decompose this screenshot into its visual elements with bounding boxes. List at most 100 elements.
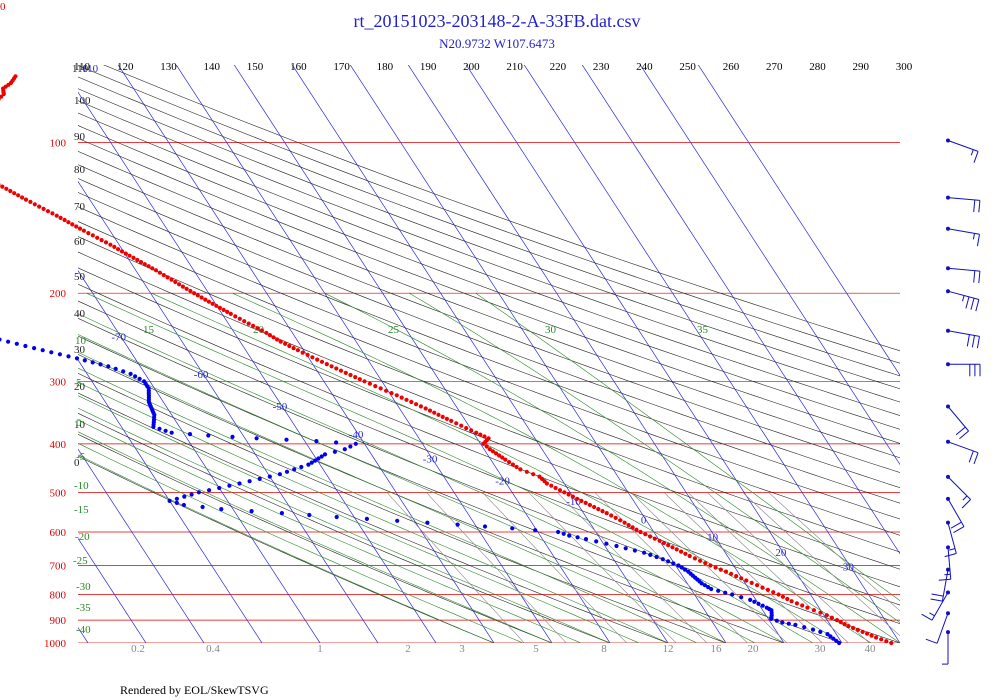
- temperature-profile-point: [153, 268, 159, 273]
- temperature-profile-point: [583, 500, 588, 505]
- wind-barb-flag: [970, 298, 975, 310]
- wind-barb-shaft: [947, 547, 952, 580]
- dewpoint-profile-point: [825, 632, 830, 637]
- temperature-profile-point: [418, 404, 423, 409]
- temperature-profile-point: [0, 94, 4, 99]
- wind-barb-flag: [930, 598, 943, 602]
- temperature-profile-point: [698, 558, 703, 563]
- moist-adiabat-label: -10: [74, 480, 89, 492]
- dewpoint-profile-point: [818, 629, 823, 635]
- dry-adiabat-label: 90: [74, 131, 86, 143]
- wind-barb: [946, 138, 979, 163]
- temperature-profile-point: [338, 368, 344, 373]
- temperature-profile-point: [150, 266, 155, 271]
- pressure-tick-label: 200: [50, 288, 67, 300]
- wind-barb: [946, 226, 980, 247]
- temperature-profile-point: [490, 449, 495, 454]
- dewpoint-profile-point: [676, 563, 681, 568]
- temperature-profile-point: [524, 469, 529, 474]
- temperature-profile-point: [570, 494, 576, 499]
- temperature-profile-point: [271, 335, 276, 340]
- top-axis-tick-label: 180: [377, 61, 394, 73]
- moist-adiabat-label: -35: [76, 602, 91, 614]
- dry-adiabat-line: [78, 125, 900, 430]
- dewpoint-profile-point: [113, 366, 118, 371]
- chart-subtitle: N20.9732 W107.6473: [439, 36, 555, 51]
- wind-barb-flag: [921, 613, 933, 621]
- temperature-profile-point: [394, 393, 399, 398]
- moist-adiabat-line: [78, 367, 698, 643]
- mixing-ratio-label: 20: [748, 643, 760, 655]
- wind-barb: [942, 630, 950, 665]
- moist-adiabat-line: [78, 419, 582, 643]
- temperature-profile-point: [423, 406, 428, 411]
- dewpoint-profile-point: [455, 522, 460, 527]
- temperature-profile-point: [90, 233, 95, 238]
- mixing-ratio-label: 30: [815, 643, 827, 655]
- dewpoint-profile-point: [395, 518, 400, 523]
- temperature-profile-point: [315, 357, 320, 362]
- temperature-profile-point: [255, 326, 260, 331]
- temperature-profile-point: [579, 498, 584, 503]
- dewpoint-profile-point: [834, 638, 839, 643]
- temperature-profile-point: [54, 213, 59, 218]
- temperature-profile-point: [500, 455, 505, 460]
- dry-adiabat-label: 100: [74, 95, 91, 107]
- wind-barb-flag: [973, 151, 979, 163]
- wind-barb-flag: [961, 499, 971, 509]
- temperature-profile-point: [592, 504, 597, 510]
- temperature-profile-point: [613, 515, 618, 521]
- wind-barb-half-flag: [972, 233, 975, 240]
- temperature-profile-point: [800, 603, 805, 608]
- dewpoint-profile-point: [0, 337, 2, 342]
- isotherm-line: [78, 448, 205, 643]
- mixing-ratio-line: [482, 492, 627, 643]
- dewpoint-profile-point: [163, 428, 168, 433]
- temperature-profile-point: [221, 307, 226, 312]
- dry-adiabat-line: [78, 251, 900, 570]
- dewpoint-profile-point: [810, 627, 816, 632]
- temperature-profile-point: [478, 432, 483, 437]
- isotherm-line: [233, 65, 611, 643]
- temperature-profile: [0, 74, 894, 646]
- moist-adiabat-line: [78, 352, 727, 643]
- dewpoint-profile-point: [334, 440, 339, 445]
- temperature-profile-point: [116, 247, 121, 252]
- temperature-profile-point: [275, 337, 280, 342]
- isotherm-label: -60: [194, 369, 209, 381]
- temperature-profile-point: [184, 286, 189, 291]
- mixing-ratio-line: [386, 492, 525, 643]
- wind-barb-shaft: [947, 498, 965, 527]
- dry-adiabat-line: [78, 236, 900, 553]
- wind-barb: [946, 474, 971, 509]
- moist-adiabat-line: [78, 334, 756, 643]
- wind-barb-shaft: [947, 406, 969, 432]
- temperature-profile-point: [300, 350, 305, 355]
- isotherm-label: -30: [423, 454, 438, 466]
- dewpoint-profile-point: [40, 348, 45, 353]
- pressure-tick-label: 500: [50, 487, 67, 499]
- temperature-profile-point: [95, 235, 100, 240]
- dewpoint-profile-point: [739, 595, 744, 600]
- moist-adiabat-label: -15: [74, 504, 89, 516]
- temperature-profile-point: [157, 270, 162, 275]
- top-axis-tick-label: 110: [74, 61, 91, 73]
- dewpoint-profile-point: [74, 356, 80, 361]
- temperature-profile-point: [794, 601, 800, 606]
- temperature-profile-point: [634, 527, 639, 532]
- temperature-profile-point: [553, 485, 558, 491]
- dewpoint-profile-point: [510, 526, 515, 531]
- temperature-profile-point: [587, 502, 593, 508]
- temperature-profile-point: [760, 585, 765, 590]
- temperature-profile-point: [45, 209, 51, 214]
- dewpoint-profile-point: [267, 474, 272, 479]
- temperature-profile-point: [562, 490, 567, 495]
- wind-barb: [946, 404, 969, 440]
- dewpoint-profile-point: [567, 533, 572, 538]
- temperature-profile-point: [729, 571, 734, 577]
- dewpoint-profile-point: [316, 456, 321, 461]
- dewpoint-profile-point: [181, 502, 186, 508]
- temperature-profile-point: [0, 183, 1, 186]
- pressure-tick-label: 100: [50, 138, 67, 150]
